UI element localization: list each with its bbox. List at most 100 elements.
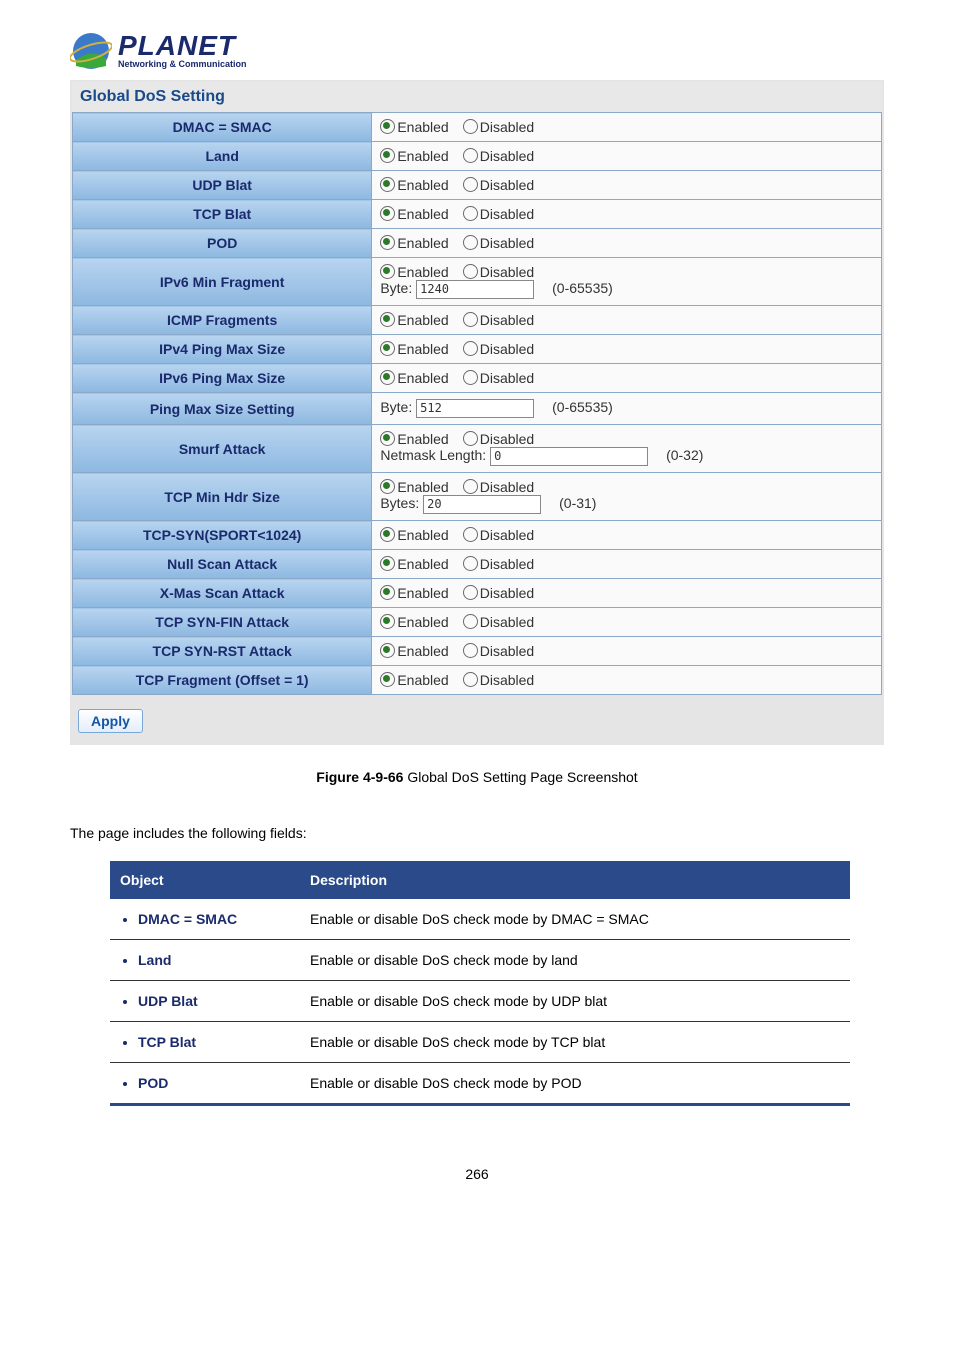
setting-row-value: EnabledDisabledByte: 1240(0-65535)	[372, 258, 882, 306]
brand-name: PLANET	[118, 33, 247, 58]
figure-text: Global DoS Setting Page Screenshot	[403, 769, 637, 785]
text-input[interactable]: 0	[490, 447, 648, 466]
radio-disabled[interactable]	[463, 585, 478, 600]
text-input[interactable]: 1240	[416, 280, 534, 299]
setting-row-label: Ping Max Size Setting	[73, 393, 372, 425]
setting-row-label: IPv4 Ping Max Size	[73, 335, 372, 364]
radio-disabled-label: Disabled	[480, 479, 534, 495]
field-object: POD	[110, 1063, 300, 1105]
radio-disabled-label: Disabled	[480, 264, 534, 280]
setting-row-value: EnabledDisabled	[372, 521, 882, 550]
col-description: Description	[300, 863, 850, 898]
setting-row-label: ICMP Fragments	[73, 306, 372, 335]
radio-enabled[interactable]	[380, 177, 395, 192]
panel-title: Global DoS Setting	[72, 82, 882, 112]
figure-caption: Figure 4-9-66 Global DoS Setting Page Sc…	[70, 769, 884, 785]
settings-panel: Global DoS Setting DMAC = SMACEnabledDis…	[70, 80, 884, 745]
radio-enabled[interactable]	[380, 431, 395, 446]
radio-disabled[interactable]	[463, 341, 478, 356]
setting-row-value: EnabledDisabled	[372, 229, 882, 258]
logo-text: PLANET Networking & Communication	[118, 33, 247, 68]
dos-settings-table: DMAC = SMACEnabledDisabledLandEnabledDis…	[72, 112, 882, 695]
radio-disabled[interactable]	[463, 312, 478, 327]
setting-row-label: X-Mas Scan Attack	[73, 579, 372, 608]
radio-disabled[interactable]	[463, 264, 478, 279]
radio-disabled[interactable]	[463, 148, 478, 163]
radio-disabled[interactable]	[463, 643, 478, 658]
fields-table: Object Description DMAC = SMACEnable or …	[110, 861, 850, 1106]
radio-enabled[interactable]	[380, 643, 395, 658]
radio-enabled[interactable]	[380, 479, 395, 494]
radio-enabled[interactable]	[380, 206, 395, 221]
setting-row-label: Smurf Attack	[73, 425, 372, 473]
text-input[interactable]: 20	[423, 495, 541, 514]
radio-enabled-label: Enabled	[397, 556, 448, 572]
setting-row-label: UDP Blat	[73, 171, 372, 200]
setting-row-label: IPv6 Ping Max Size	[73, 364, 372, 393]
radio-disabled[interactable]	[463, 119, 478, 134]
setting-row-label: TCP-SYN(SPORT<1024)	[73, 521, 372, 550]
radio-enabled[interactable]	[380, 312, 395, 327]
radio-enabled[interactable]	[380, 614, 395, 629]
radio-enabled[interactable]	[380, 370, 395, 385]
radio-disabled[interactable]	[463, 614, 478, 629]
radio-enabled[interactable]	[380, 119, 395, 134]
text-input[interactable]: 512	[416, 399, 534, 418]
col-object: Object	[110, 863, 300, 898]
setting-row-value: EnabledDisabled	[372, 306, 882, 335]
page-number: 266	[70, 1166, 884, 1182]
radio-disabled-label: Disabled	[480, 148, 534, 164]
setting-row-value: EnabledDisabled	[372, 637, 882, 666]
setting-row-value: Byte: 512(0-65535)	[372, 393, 882, 425]
radio-enabled[interactable]	[380, 672, 395, 687]
radio-disabled-label: Disabled	[480, 431, 534, 447]
radio-enabled[interactable]	[380, 556, 395, 571]
radio-enabled-label: Enabled	[397, 585, 448, 601]
radio-enabled-label: Enabled	[397, 341, 448, 357]
field-object: Land	[110, 940, 300, 981]
radio-enabled[interactable]	[380, 148, 395, 163]
radio-enabled-label: Enabled	[397, 614, 448, 630]
radio-enabled[interactable]	[380, 341, 395, 356]
setting-row-value: EnabledDisabled	[372, 171, 882, 200]
setting-row-value: EnabledDisabled	[372, 579, 882, 608]
setting-row-label: Null Scan Attack	[73, 550, 372, 579]
setting-row-label: Land	[73, 142, 372, 171]
field-description: Enable or disable DoS check mode by TCP …	[300, 1022, 850, 1063]
setting-row-label: TCP Min Hdr Size	[73, 473, 372, 521]
radio-disabled[interactable]	[463, 479, 478, 494]
radio-disabled[interactable]	[463, 672, 478, 687]
radio-disabled-label: Disabled	[480, 527, 534, 543]
radio-disabled[interactable]	[463, 206, 478, 221]
radio-disabled-label: Disabled	[480, 177, 534, 193]
field-object: TCP Blat	[110, 1022, 300, 1063]
radio-disabled-label: Disabled	[480, 614, 534, 630]
radio-enabled-label: Enabled	[397, 119, 448, 135]
radio-enabled-label: Enabled	[397, 264, 448, 280]
radio-disabled[interactable]	[463, 370, 478, 385]
radio-disabled[interactable]	[463, 527, 478, 542]
radio-enabled-label: Enabled	[397, 235, 448, 251]
radio-disabled[interactable]	[463, 177, 478, 192]
radio-enabled[interactable]	[380, 235, 395, 250]
field-object: DMAC = SMAC	[110, 898, 300, 940]
radio-disabled-label: Disabled	[480, 643, 534, 659]
radio-enabled[interactable]	[380, 585, 395, 600]
radio-disabled-label: Disabled	[480, 206, 534, 222]
field-description: Enable or disable DoS check mode by POD	[300, 1063, 850, 1105]
setting-row-value: EnabledDisabledBytes: 20(0-31)	[372, 473, 882, 521]
setting-row-label: IPv6 Min Fragment	[73, 258, 372, 306]
setting-row-value: Enabled Disabled	[372, 142, 882, 171]
setting-row-value: EnabledDisabled	[372, 550, 882, 579]
setting-row-value: EnabledDisabled	[372, 200, 882, 229]
apply-button[interactable]: Apply	[78, 709, 143, 733]
radio-disabled[interactable]	[463, 235, 478, 250]
field-description: Enable or disable DoS check mode by UDP …	[300, 981, 850, 1022]
radio-enabled[interactable]	[380, 264, 395, 279]
radio-enabled[interactable]	[380, 527, 395, 542]
radio-enabled-label: Enabled	[397, 148, 448, 164]
radio-disabled[interactable]	[463, 556, 478, 571]
radio-disabled[interactable]	[463, 431, 478, 446]
logo: PLANET Networking & Communication	[70, 30, 884, 72]
setting-row-label: TCP Fragment (Offset = 1)	[73, 666, 372, 695]
